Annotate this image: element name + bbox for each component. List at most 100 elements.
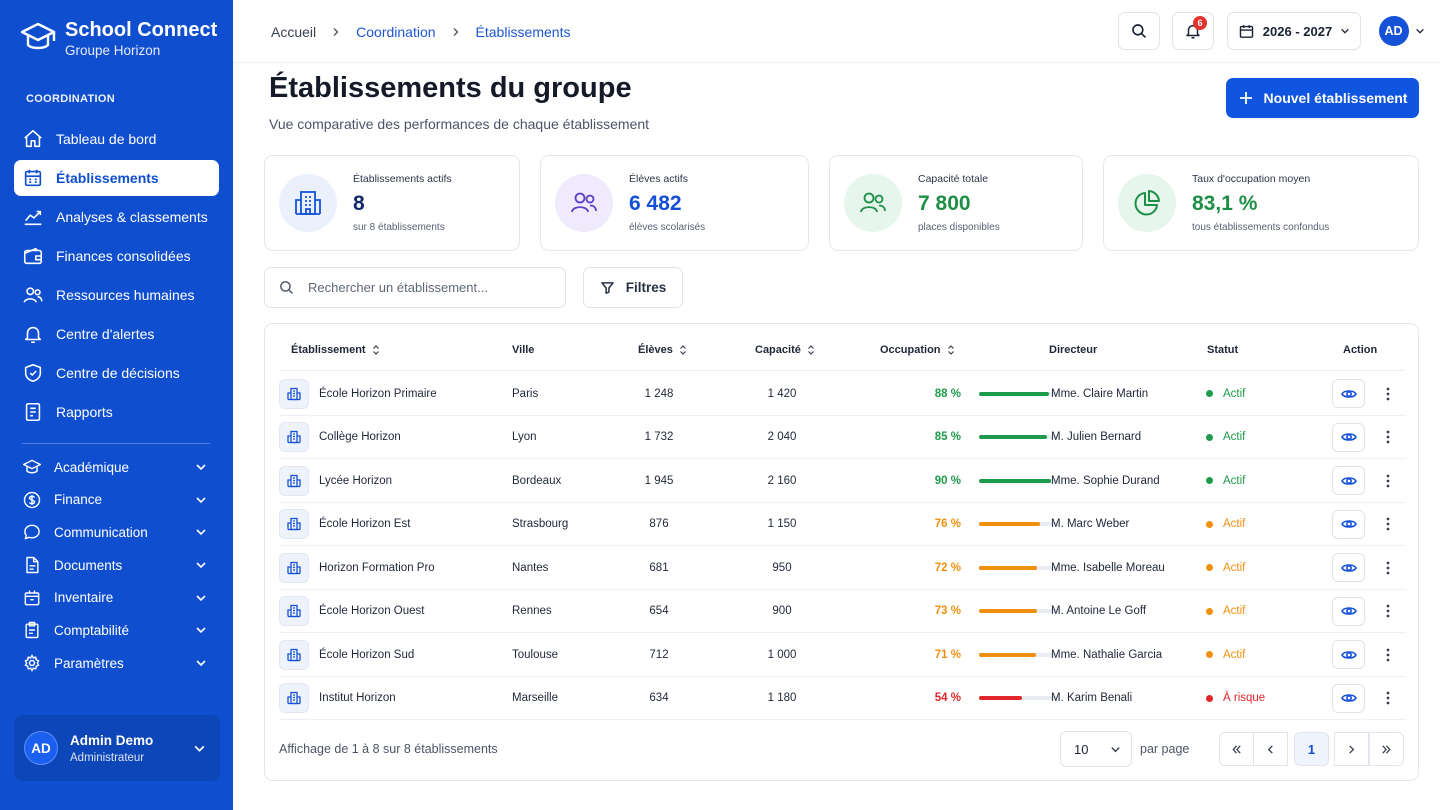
sidebar-item-rh[interactable]: Ressources humaines [14,277,219,313]
view-button[interactable] [1332,509,1365,539]
sidebar-group-documents[interactable]: Documents [14,550,219,580]
table-row[interactable]: École Horizon Primaire Paris 1 248 1 420 88 … [279,372,1406,416]
sidebar-group-inventaire[interactable]: Inventaire [14,583,219,613]
column-header-capacite[interactable]: Capacité [755,344,815,356]
table-row[interactable]: École Horizon Est Strasbourg 876 1 150 76 % M… [279,503,1406,546]
notification-badge: 6 [1193,16,1207,30]
sidebar-item-tableau-de-bord[interactable]: Tableau de bord [14,121,219,157]
view-button[interactable] [1332,596,1365,626]
establishment-name[interactable]: Lycée Horizon [319,474,393,487]
capacity: 900 [772,605,792,617]
filters-label: Filtres [625,280,667,295]
more-vertical-icon[interactable] [1380,647,1396,663]
more-vertical-icon[interactable] [1380,516,1396,532]
user-role: Administrateur [70,751,145,764]
view-button[interactable] [1332,422,1365,452]
sidebar-divider [22,443,210,444]
sidebar-group-academique[interactable]: Académique [14,452,219,482]
status-label: Actif [1223,605,1246,617]
establishment-name[interactable]: Institut Horizon [319,692,396,704]
breadcrumb-current[interactable]: Établissements [475,24,571,40]
table-row[interactable]: Collège Horizon Lyon 1 732 2 040 85 % M. Juli… [279,416,1406,459]
table-row[interactable]: École Horizon Sud Toulouse 712 1 000 71 % Mme… [279,633,1406,677]
sidebar-group-finance[interactable]: Finance [14,485,219,515]
establishment-name[interactable]: École Horizon Ouest [319,605,425,617]
view-button[interactable] [1332,379,1365,408]
column-header-etablissement[interactable]: Établissement [291,344,380,356]
more-vertical-icon[interactable] [1380,690,1396,706]
director: Mme. Claire Martin [1051,387,1149,400]
occupation-bar-fill [979,435,1047,439]
more-vertical-icon[interactable] [1380,560,1396,576]
establishment-name[interactable]: Collège Horizon [319,431,401,443]
more-vertical-icon[interactable] [1380,473,1396,489]
user-menu[interactable]: AD Admin Demo Administrateur [14,715,220,781]
sidebar-item-etablissements[interactable]: Établissements [14,160,219,196]
filters-button[interactable]: Filtres [583,267,683,308]
kpi-label: Élèves actifs [629,173,688,185]
establishment-name[interactable]: Horizon Formation Pro [319,561,435,574]
last-page-button[interactable] [1369,732,1404,766]
more-vertical-icon[interactable] [1380,386,1396,402]
status-badge: Actif [1206,546,1245,589]
sidebar-group-parametres[interactable]: Paramètres [14,648,219,678]
establishment-icon-wrap [279,378,309,409]
page-button-current[interactable]: 1 [1294,732,1329,766]
column-header-ville[interactable]: Ville [512,344,534,356]
status-badge: Actif [1206,372,1245,415]
sidebar-item-analyses[interactable]: Analyses & classements [14,199,219,235]
sidebar-item-decisions[interactable]: Centre de décisions [14,355,219,391]
chevron-down-icon [1111,746,1120,752]
occupation-rate: 90 % [934,474,961,487]
next-page-button[interactable] [1334,732,1369,766]
chevron-down-icon [1341,28,1350,34]
sidebar-item-finances[interactable]: Finances consolidées [14,238,219,274]
view-button[interactable] [1332,466,1365,495]
table-row[interactable]: Institut Horizon Marseille 634 1 180 54 % M. … [279,677,1406,720]
establishment-name[interactable]: École Horizon Primaire [319,387,437,400]
chevron-down-icon [1415,28,1424,34]
kpi-sub: sur 8 établissements [353,222,445,233]
search-button[interactable] [1118,12,1160,50]
more-vertical-icon[interactable] [1380,429,1396,445]
profile-menu[interactable]: AD [1373,12,1430,50]
brand[interactable]: School Connect Groupe Horizon [20,18,217,60]
column-header-eleves[interactable]: Élèves [638,344,687,356]
city: Lyon [512,431,537,443]
building-icon [287,474,301,487]
director: Mme. Nathalie Garcia [1051,648,1163,661]
sidebar-nav: Tableau de bord Établissements Analyses … [14,121,219,433]
establishment-name[interactable]: École Horizon Est [319,518,411,530]
capacity: 2 160 [767,474,797,487]
occupation-bar [961,416,1059,459]
table-row[interactable]: Horizon Formation Pro Nantes 681 950 72 % Mme… [279,546,1406,590]
breadcrumb-coordination[interactable]: Coordination [356,24,436,40]
first-page-button[interactable] [1219,732,1254,766]
sidebar-item-alertes[interactable]: Centre d'alertes [14,316,219,352]
view-button[interactable] [1332,553,1365,582]
more-vertical-icon[interactable] [1380,603,1396,619]
new-establishment-button[interactable]: Nouvel établissement [1226,78,1419,118]
sidebar-group-comptabilite[interactable]: Comptabilité [14,615,219,645]
prev-page-button[interactable] [1253,732,1288,766]
capacity: 2 040 [767,431,797,443]
establishment-icon-wrap [279,509,309,539]
notifications-button[interactable]: 6 [1172,12,1214,50]
breadcrumb-home[interactable]: Accueil [271,24,317,40]
column-header-occupation[interactable]: Occupation [880,344,955,356]
search-input[interactable]: Rechercher un établissement... [264,267,566,308]
establishment-icon-wrap [279,422,309,452]
sidebar-group-label: Académique [54,459,130,475]
establishment-name[interactable]: École Horizon Sud [319,648,415,661]
table-row[interactable]: École Horizon Ouest Rennes 654 900 73 % M. An… [279,590,1406,633]
building-icon [287,430,301,444]
sidebar-group-communication[interactable]: Communication [14,517,219,547]
sidebar-item-rapports[interactable]: Rapports [14,394,219,430]
kpi-value: 6 482 [629,192,682,215]
school-year-selector[interactable]: 2026 - 2027 [1227,12,1361,50]
view-button[interactable] [1332,683,1365,713]
table-row[interactable]: Lycée Horizon Bordeaux 1 945 2 160 90 % Mme. … [279,459,1406,503]
occupation-bar [961,503,1059,546]
per-page-select[interactable]: 10 [1060,731,1132,767]
view-button[interactable] [1332,640,1365,669]
